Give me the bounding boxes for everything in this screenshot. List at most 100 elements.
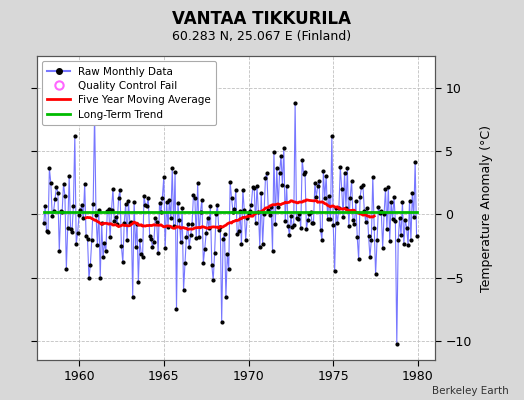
Point <box>384 184 392 190</box>
Point <box>247 202 256 208</box>
Point <box>169 223 178 229</box>
Point <box>238 186 247 193</box>
Point <box>374 204 383 210</box>
Point <box>117 243 126 250</box>
Point <box>79 215 88 221</box>
Point <box>106 234 114 240</box>
Point <box>347 178 356 184</box>
Point <box>341 170 349 176</box>
Point <box>58 209 67 216</box>
Point <box>282 182 291 189</box>
Point <box>376 210 384 216</box>
Point <box>53 190 62 196</box>
Point <box>216 224 224 230</box>
Point <box>397 232 405 238</box>
Point <box>198 196 206 203</box>
Point <box>284 223 292 230</box>
Point <box>116 186 124 193</box>
Point <box>144 195 152 201</box>
Point <box>223 251 232 258</box>
Point <box>41 203 49 209</box>
Point <box>227 195 236 201</box>
Point <box>372 271 380 278</box>
Point <box>63 224 72 231</box>
Point <box>75 212 83 218</box>
Point <box>346 194 354 201</box>
Point <box>252 220 260 226</box>
Point <box>366 254 374 260</box>
Point <box>128 294 137 300</box>
Point <box>342 204 350 211</box>
Point <box>277 152 285 159</box>
Point <box>407 237 415 243</box>
Point <box>391 218 400 225</box>
Point <box>141 202 150 208</box>
Point <box>188 221 196 227</box>
Point <box>168 165 177 172</box>
Point <box>343 165 352 171</box>
Point <box>143 202 151 209</box>
Point <box>138 254 147 260</box>
Point <box>309 220 318 226</box>
Point <box>127 219 136 225</box>
Point <box>363 204 372 211</box>
Point <box>96 275 104 281</box>
Point <box>263 170 271 176</box>
Point <box>201 246 209 252</box>
Point <box>130 198 138 205</box>
Point <box>390 194 398 200</box>
Point <box>244 211 253 217</box>
Point <box>264 207 272 214</box>
Point <box>219 235 227 242</box>
Point <box>215 227 223 233</box>
Point <box>236 207 244 214</box>
Point <box>364 232 373 239</box>
Point <box>150 238 158 245</box>
Point <box>402 225 411 231</box>
Point <box>133 220 141 227</box>
Point <box>147 236 155 242</box>
Text: Berkeley Earth: Berkeley Earth <box>432 386 508 396</box>
Point <box>354 256 363 262</box>
Point <box>400 240 408 247</box>
Point <box>288 224 297 231</box>
Point <box>232 187 240 193</box>
Point <box>368 174 377 180</box>
Point <box>48 212 57 219</box>
Point <box>278 182 287 188</box>
Point <box>42 228 51 234</box>
Point <box>47 180 55 186</box>
Point <box>51 196 59 202</box>
Point <box>68 229 76 235</box>
Point <box>97 220 106 226</box>
Point <box>381 186 390 192</box>
Legend: Raw Monthly Data, Quality Control Fail, Five Year Moving Average, Long-Term Tren: Raw Monthly Data, Quality Control Fail, … <box>42 61 216 125</box>
Point <box>392 340 401 347</box>
Point <box>181 260 189 266</box>
Point <box>225 266 233 272</box>
Point <box>356 194 364 200</box>
Point <box>123 237 131 243</box>
Point <box>352 198 360 204</box>
Point <box>290 222 298 229</box>
Point <box>248 184 257 190</box>
Point <box>187 232 195 239</box>
Point <box>313 183 322 189</box>
Point <box>311 180 319 186</box>
Point <box>86 262 94 268</box>
Point <box>357 184 366 190</box>
Point <box>211 250 219 256</box>
Point <box>240 207 248 214</box>
Point <box>203 214 212 221</box>
Point <box>270 148 278 155</box>
Point <box>267 204 275 210</box>
Point <box>316 227 325 233</box>
Point <box>268 248 277 254</box>
Point <box>398 199 407 206</box>
Point <box>65 173 73 179</box>
Point <box>276 170 284 176</box>
Point <box>299 170 308 177</box>
Point <box>323 215 332 222</box>
Point <box>388 216 397 222</box>
Point <box>178 205 187 212</box>
